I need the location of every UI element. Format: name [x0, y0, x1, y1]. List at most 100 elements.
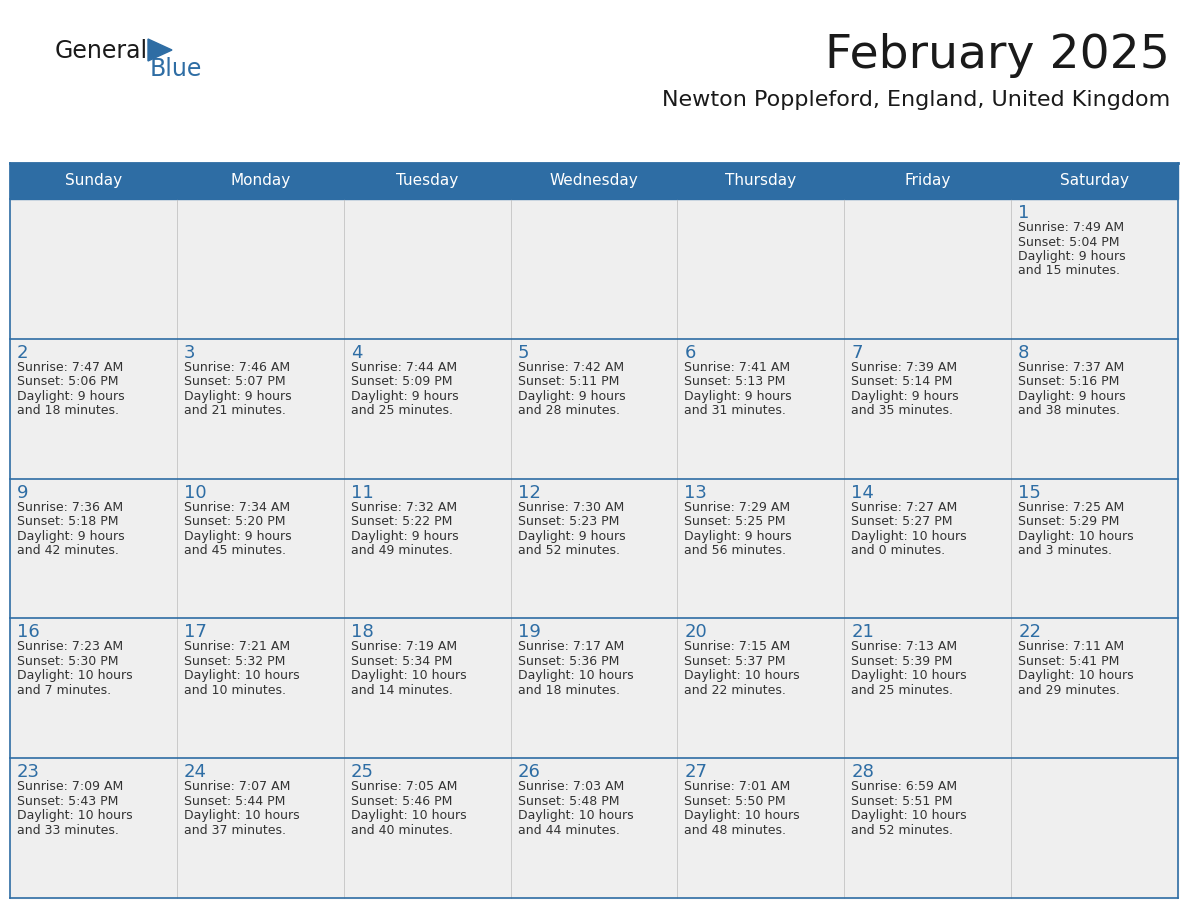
Text: Daylight: 10 hours: Daylight: 10 hours — [518, 809, 633, 823]
Text: Daylight: 9 hours: Daylight: 9 hours — [518, 390, 625, 403]
Text: Daylight: 10 hours: Daylight: 10 hours — [1018, 669, 1133, 682]
Text: and 14 minutes.: and 14 minutes. — [350, 684, 453, 697]
Text: 9: 9 — [17, 484, 29, 501]
Text: Sunset: 5:25 PM: Sunset: 5:25 PM — [684, 515, 786, 528]
Text: Thursday: Thursday — [726, 174, 796, 188]
Text: 14: 14 — [852, 484, 874, 501]
Text: Sunrise: 7:49 AM: Sunrise: 7:49 AM — [1018, 221, 1124, 234]
Text: and 33 minutes.: and 33 minutes. — [17, 823, 119, 836]
Bar — [10, 478, 1178, 619]
Text: Sunset: 5:06 PM: Sunset: 5:06 PM — [17, 375, 119, 388]
Text: Sunrise: 7:30 AM: Sunrise: 7:30 AM — [518, 500, 624, 513]
Text: Sunrise: 7:29 AM: Sunrise: 7:29 AM — [684, 500, 790, 513]
Text: Friday: Friday — [904, 174, 950, 188]
Text: 2: 2 — [17, 344, 29, 362]
Text: Blue: Blue — [150, 57, 202, 81]
Text: Sunset: 5:14 PM: Sunset: 5:14 PM — [852, 375, 953, 388]
Text: and 18 minutes.: and 18 minutes. — [518, 684, 620, 697]
Text: 3: 3 — [184, 344, 195, 362]
Text: Daylight: 10 hours: Daylight: 10 hours — [1018, 530, 1133, 543]
Text: 6: 6 — [684, 344, 696, 362]
Text: Sunrise: 7:21 AM: Sunrise: 7:21 AM — [184, 641, 290, 654]
Text: Sunset: 5:04 PM: Sunset: 5:04 PM — [1018, 236, 1119, 249]
Text: and 52 minutes.: and 52 minutes. — [852, 823, 953, 836]
Text: Sunrise: 7:05 AM: Sunrise: 7:05 AM — [350, 780, 457, 793]
Text: Sunrise: 6:59 AM: Sunrise: 6:59 AM — [852, 780, 958, 793]
Text: Daylight: 10 hours: Daylight: 10 hours — [17, 669, 133, 682]
Text: Sunset: 5:50 PM: Sunset: 5:50 PM — [684, 795, 786, 808]
Text: Sunset: 5:11 PM: Sunset: 5:11 PM — [518, 375, 619, 388]
Text: Sunset: 5:29 PM: Sunset: 5:29 PM — [1018, 515, 1119, 528]
Text: Daylight: 10 hours: Daylight: 10 hours — [184, 669, 299, 682]
Text: Daylight: 10 hours: Daylight: 10 hours — [518, 669, 633, 682]
Text: 26: 26 — [518, 763, 541, 781]
Text: and 25 minutes.: and 25 minutes. — [852, 684, 953, 697]
Text: Sunset: 5:09 PM: Sunset: 5:09 PM — [350, 375, 453, 388]
Text: Sunrise: 7:13 AM: Sunrise: 7:13 AM — [852, 641, 958, 654]
Text: Daylight: 10 hours: Daylight: 10 hours — [684, 669, 800, 682]
Text: and 22 minutes.: and 22 minutes. — [684, 684, 786, 697]
Text: Sunrise: 7:19 AM: Sunrise: 7:19 AM — [350, 641, 457, 654]
Text: Sunrise: 7:11 AM: Sunrise: 7:11 AM — [1018, 641, 1124, 654]
Text: Sunset: 5:39 PM: Sunset: 5:39 PM — [852, 655, 953, 668]
Text: Sunrise: 7:09 AM: Sunrise: 7:09 AM — [17, 780, 124, 793]
Text: Sunrise: 7:46 AM: Sunrise: 7:46 AM — [184, 361, 290, 374]
Text: 25: 25 — [350, 763, 374, 781]
Text: Daylight: 9 hours: Daylight: 9 hours — [684, 390, 792, 403]
Text: Sunset: 5:51 PM: Sunset: 5:51 PM — [852, 795, 953, 808]
Text: 24: 24 — [184, 763, 207, 781]
Text: Sunday: Sunday — [65, 174, 122, 188]
Text: Sunrise: 7:39 AM: Sunrise: 7:39 AM — [852, 361, 958, 374]
Text: Sunset: 5:48 PM: Sunset: 5:48 PM — [518, 795, 619, 808]
Text: Sunrise: 7:36 AM: Sunrise: 7:36 AM — [17, 500, 124, 513]
Text: and 29 minutes.: and 29 minutes. — [1018, 684, 1120, 697]
Text: Sunrise: 7:25 AM: Sunrise: 7:25 AM — [1018, 500, 1124, 513]
Text: Daylight: 10 hours: Daylight: 10 hours — [852, 809, 967, 823]
Text: Sunrise: 7:37 AM: Sunrise: 7:37 AM — [1018, 361, 1124, 374]
Text: and 56 minutes.: and 56 minutes. — [684, 544, 786, 557]
Text: Daylight: 9 hours: Daylight: 9 hours — [184, 530, 291, 543]
Text: Sunrise: 7:42 AM: Sunrise: 7:42 AM — [518, 361, 624, 374]
Text: Sunset: 5:13 PM: Sunset: 5:13 PM — [684, 375, 785, 388]
Text: Daylight: 9 hours: Daylight: 9 hours — [350, 530, 459, 543]
Text: Sunrise: 7:32 AM: Sunrise: 7:32 AM — [350, 500, 457, 513]
Text: Sunset: 5:44 PM: Sunset: 5:44 PM — [184, 795, 285, 808]
Text: Sunrise: 7:17 AM: Sunrise: 7:17 AM — [518, 641, 624, 654]
Text: Sunset: 5:27 PM: Sunset: 5:27 PM — [852, 515, 953, 528]
Text: Sunset: 5:20 PM: Sunset: 5:20 PM — [184, 515, 285, 528]
Text: Sunset: 5:34 PM: Sunset: 5:34 PM — [350, 655, 453, 668]
Text: Sunrise: 7:15 AM: Sunrise: 7:15 AM — [684, 641, 791, 654]
Text: Sunset: 5:43 PM: Sunset: 5:43 PM — [17, 795, 119, 808]
Text: Sunset: 5:23 PM: Sunset: 5:23 PM — [518, 515, 619, 528]
Text: 8: 8 — [1018, 344, 1030, 362]
Polygon shape — [148, 39, 172, 61]
Text: Sunrise: 7:27 AM: Sunrise: 7:27 AM — [852, 500, 958, 513]
Text: 28: 28 — [852, 763, 874, 781]
Text: 22: 22 — [1018, 623, 1041, 642]
Text: 10: 10 — [184, 484, 207, 501]
Text: Sunset: 5:16 PM: Sunset: 5:16 PM — [1018, 375, 1119, 388]
Text: Sunrise: 7:41 AM: Sunrise: 7:41 AM — [684, 361, 790, 374]
Text: Sunrise: 7:34 AM: Sunrise: 7:34 AM — [184, 500, 290, 513]
Text: Daylight: 10 hours: Daylight: 10 hours — [184, 809, 299, 823]
Text: 1: 1 — [1018, 204, 1030, 222]
Text: Sunset: 5:32 PM: Sunset: 5:32 PM — [184, 655, 285, 668]
Text: Sunrise: 7:07 AM: Sunrise: 7:07 AM — [184, 780, 290, 793]
Text: Daylight: 9 hours: Daylight: 9 hours — [518, 530, 625, 543]
Text: 27: 27 — [684, 763, 707, 781]
Text: and 40 minutes.: and 40 minutes. — [350, 823, 453, 836]
Text: Daylight: 9 hours: Daylight: 9 hours — [17, 390, 125, 403]
Text: and 38 minutes.: and 38 minutes. — [1018, 404, 1120, 418]
Text: and 18 minutes.: and 18 minutes. — [17, 404, 119, 418]
Text: and 37 minutes.: and 37 minutes. — [184, 823, 286, 836]
Text: February 2025: February 2025 — [826, 33, 1170, 79]
Text: Saturday: Saturday — [1060, 174, 1129, 188]
Text: and 28 minutes.: and 28 minutes. — [518, 404, 620, 418]
Text: and 7 minutes.: and 7 minutes. — [17, 684, 112, 697]
Text: and 49 minutes.: and 49 minutes. — [350, 544, 453, 557]
Text: Daylight: 9 hours: Daylight: 9 hours — [1018, 390, 1126, 403]
Text: Sunset: 5:22 PM: Sunset: 5:22 PM — [350, 515, 453, 528]
Text: 20: 20 — [684, 623, 707, 642]
Text: Sunset: 5:46 PM: Sunset: 5:46 PM — [350, 795, 453, 808]
Text: and 21 minutes.: and 21 minutes. — [184, 404, 286, 418]
